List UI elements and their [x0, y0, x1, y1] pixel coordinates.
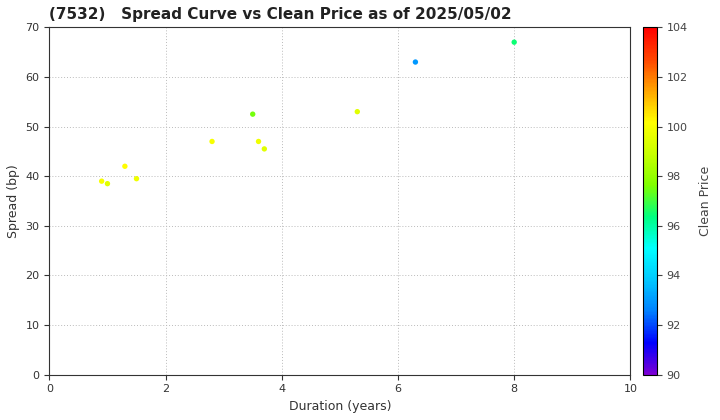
- Point: [351, 108, 363, 115]
- Point: [102, 180, 113, 187]
- Point: [508, 39, 520, 45]
- Point: [131, 175, 143, 182]
- Text: (7532)   Spread Curve vs Clean Price as of 2025/05/02: (7532) Spread Curve vs Clean Price as of…: [50, 7, 512, 22]
- Point: [247, 111, 258, 118]
- Y-axis label: Clean Price: Clean Price: [698, 166, 711, 236]
- Point: [253, 138, 264, 145]
- Point: [96, 178, 107, 184]
- Point: [258, 146, 270, 152]
- Point: [119, 163, 130, 170]
- X-axis label: Duration (years): Duration (years): [289, 400, 391, 413]
- Point: [207, 138, 218, 145]
- Y-axis label: Spread (bp): Spread (bp): [7, 164, 20, 238]
- Point: [410, 59, 421, 66]
